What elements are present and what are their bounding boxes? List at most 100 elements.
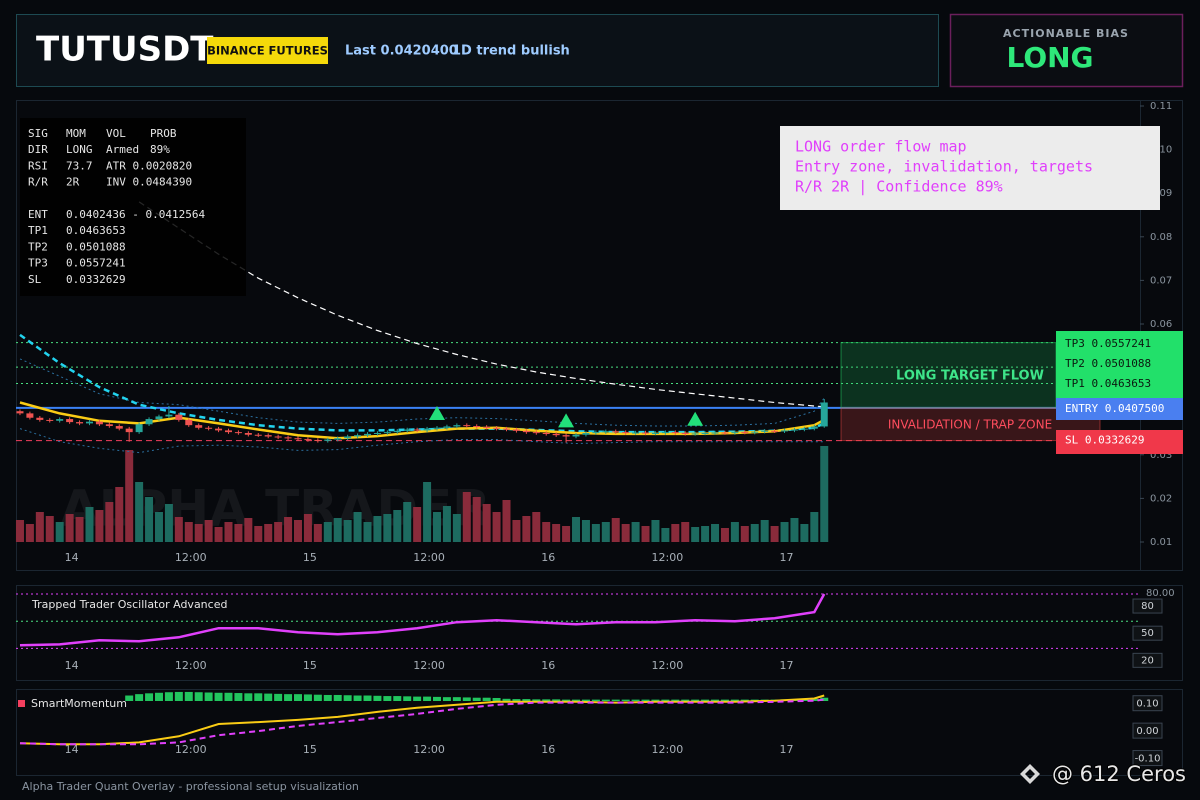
candle-body [205,427,213,429]
level-value: 0.0332629 [1085,434,1145,447]
info-cell: SIG [28,127,48,140]
momentum-bar [472,697,481,701]
level-value: 0.0501088 [1092,357,1152,370]
y-tick-label: 0.08 [1150,232,1172,243]
volume-bar [15,520,24,542]
momentum-bar [522,699,531,701]
volume-bar [35,512,44,542]
info-cell: ATR 0.0020820 [106,159,192,172]
candle-body [761,430,769,432]
momentum-bar [353,695,362,701]
volume-bar [45,516,54,542]
candle-body [155,416,163,420]
x-tick-label: 12:00 [413,551,445,564]
momentum-tick-label: 0.10 [1136,699,1158,710]
volume-bar [720,528,729,542]
momentum-bar [542,699,551,701]
volume-bar [671,524,680,542]
trend: 1D trend bullish [452,44,570,59]
info-cell: SL [28,273,42,286]
momentum-bar [363,695,372,701]
volume-bar [452,514,461,542]
oscillator-title: Trapped Trader Oscillator Advanced [31,598,227,611]
y-tick-label: 0.02 [1150,493,1172,504]
candle-body [274,436,282,438]
candle-body [433,427,441,429]
momentum-bar [691,699,700,701]
candle-body [363,433,371,436]
tick-box [1132,625,1163,641]
momentum-bar [730,699,739,701]
candle-body [681,433,689,434]
momentum-bar [303,694,312,701]
momentum-bar [621,699,630,701]
momentum-bar [224,692,233,701]
candle-body [810,426,818,429]
momentum-bar [343,695,352,701]
x-tick-label: 12:00 [413,743,445,756]
candle-body [373,433,381,434]
candle-body [651,433,659,434]
tp-label-box [1056,331,1183,398]
info-cell: 89% [150,143,170,156]
momentum-bar [641,699,650,701]
info-cell: VOL [106,127,126,140]
candle-body [165,414,173,417]
volume-bar [224,522,233,542]
candle-body [820,402,828,427]
oscillator-tick-label: 80 [1141,601,1154,612]
momentum-bar [244,693,253,701]
level-label: TP3 0.0557241 [1065,337,1151,350]
sl-label-box [1056,430,1183,454]
candle-body [324,439,332,441]
volume-bar [621,524,630,542]
logo-icon [1020,764,1040,784]
candle-body [56,419,64,421]
candle-body [453,425,461,427]
candle-body [16,411,24,414]
momentum-bar [681,699,690,701]
momentum-bar [284,694,293,701]
signal-arrow [429,406,446,421]
volume-bar [433,512,442,542]
candle-body [632,432,640,434]
candle-body [731,432,739,434]
volume-bar [651,520,660,542]
signal-arrow [558,413,575,428]
volume-bar [184,522,193,542]
volume-bar [234,524,243,542]
candle-body [582,433,590,435]
info-cell: TP2 [28,240,48,253]
volume-bar [323,522,332,542]
volume-bar [125,450,134,542]
volume-bar [25,524,34,542]
candle-body [661,432,669,434]
momentum-bar [174,691,183,701]
candle-body [115,426,123,429]
momentum-bar [204,692,213,701]
candle-body [76,422,84,424]
logo [1020,764,1040,784]
x-tick-label: 12:00 [652,659,684,672]
volume-bar [572,517,581,542]
y-tick-label: 0.11 [1150,101,1172,112]
momentum-bar [413,696,422,701]
candle-body [224,430,232,433]
candle-body [622,432,630,434]
volume-bar [750,524,759,542]
momentum-bar [313,694,322,701]
momentum-bar [254,693,263,701]
volume-bar [105,502,114,542]
x-tick-label: 12:00 [175,659,207,672]
candle-body [195,425,203,428]
volume-bar [423,482,432,542]
level-value: 0.0463653 [1092,377,1152,390]
volume-bar [691,527,700,542]
momentum-bar [661,699,670,701]
oscillator-panel [16,585,1183,681]
candle-body [592,432,600,434]
candle-body [95,421,103,425]
volume-bar [393,510,402,542]
x-tick-label: 16 [541,659,555,672]
